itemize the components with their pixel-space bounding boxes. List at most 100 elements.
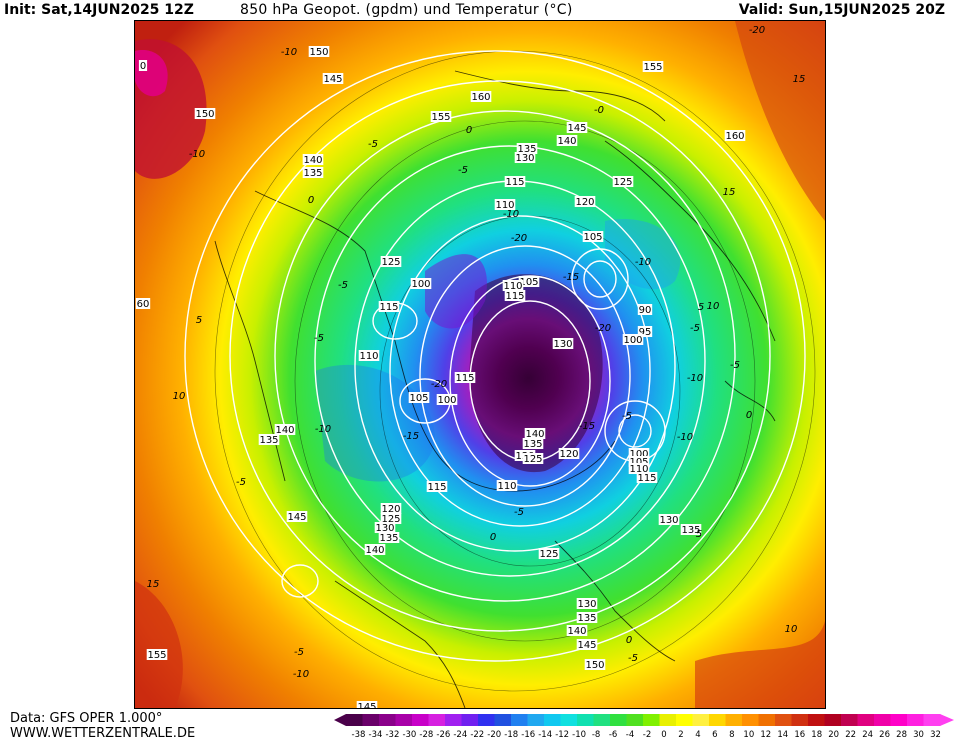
temperature-label: -5 (690, 323, 700, 334)
temperature-label: -10 (189, 149, 205, 160)
color-scale-tick-label: 28 (896, 730, 907, 740)
svg-text:-5: -5 (730, 360, 740, 371)
temperature-label: 15 (723, 187, 736, 198)
svg-text:0: 0 (746, 410, 752, 421)
geopotential-label: 130 (374, 522, 396, 534)
svg-text:125: 125 (381, 514, 400, 525)
color-scale-tick-label: -28 (419, 730, 433, 740)
geopotential-label: 0 (138, 60, 148, 72)
geopotential-label: 115 (426, 481, 448, 493)
geopotential-label: 115 (454, 372, 476, 384)
color-scale-tick-label: 16 (794, 730, 805, 740)
geopotential-label: 140 (364, 544, 386, 556)
svg-text:150: 150 (309, 47, 328, 58)
geopotential-label: 125 (612, 176, 634, 188)
geopotential-label: 110 (494, 199, 516, 211)
svg-text:120: 120 (575, 197, 594, 208)
geopotential-label: 150 (194, 108, 216, 120)
svg-text:-5: -5 (294, 647, 304, 658)
geopotential-label: 145 (566, 122, 588, 134)
svg-text:125: 125 (381, 257, 400, 268)
svg-text:130: 130 (515, 153, 534, 164)
geopotential-label: 135 (522, 438, 544, 450)
geopotential-label: 130 (658, 514, 680, 526)
svg-text:10: 10 (785, 624, 798, 635)
svg-text:-5: -5 (622, 411, 632, 422)
color-scale-tick-label: -6 (609, 730, 617, 740)
svg-text:15: 15 (723, 187, 736, 198)
geopotential-label: 135 (680, 524, 702, 536)
temperature-label: -5 (622, 411, 632, 422)
temperature-label: 5 (698, 302, 704, 313)
color-scale-tick-label: -2 (643, 730, 651, 740)
temperature-label: 15 (147, 579, 160, 590)
color-scale-swatch (445, 714, 462, 726)
color-scale-tick-label: -12 (555, 730, 569, 740)
color-scale-swatch (742, 714, 759, 726)
geopotential-label: 95 (637, 326, 653, 338)
svg-text:130: 130 (577, 599, 596, 610)
color-scale-swatch (725, 714, 743, 726)
geopotential-label: 135 (302, 167, 324, 179)
color-scale-tick-label: 14 (777, 730, 788, 740)
color-scale-swatch (412, 714, 429, 726)
color-scale-tick-label: -8 (592, 730, 600, 740)
svg-text:115: 115 (455, 373, 474, 384)
geopotential-label: 160 (470, 91, 492, 103)
temperature-label: -15 (563, 272, 579, 283)
color-scale-swatch (907, 714, 924, 726)
svg-text:115: 115 (505, 291, 524, 302)
color-scale-tick-label: 32 (930, 730, 941, 740)
temperature-label: -0 (594, 105, 604, 116)
svg-text:-20: -20 (431, 379, 447, 390)
svg-text:115: 115 (505, 177, 524, 188)
svg-text:60: 60 (137, 299, 150, 310)
svg-text:10: 10 (707, 301, 720, 312)
temperature-label: -10 (635, 257, 651, 268)
svg-text:145: 145 (577, 640, 596, 651)
color-scale-swatch (379, 714, 396, 726)
svg-text:150: 150 (195, 109, 214, 120)
temperature-label: -5 (368, 139, 378, 150)
scale-min-arrow (334, 714, 346, 726)
geopotential-label: 140 (274, 424, 296, 436)
color-scale: -38 -34 -32 -30 -28 -26 -24 -22 -20 -18 -16 -14 -12-… (334, 714, 954, 740)
svg-text:0: 0 (140, 61, 146, 72)
color-scale-tick-label: -4 (626, 730, 634, 740)
color-scale-tick-label: 22 (845, 730, 856, 740)
color-scale-swatch (758, 714, 776, 726)
svg-text:140: 140 (525, 429, 544, 440)
geopotential-label: 115 (636, 472, 658, 484)
geopotential-label: 135 (516, 143, 538, 155)
cold-lobe-south (315, 364, 435, 482)
temperature-label: -15 (579, 421, 595, 432)
temperature-label: -5 (730, 360, 740, 371)
temperature-label: -5 (514, 507, 524, 518)
temperature-label: 15 (793, 74, 806, 85)
svg-text:155: 155 (431, 112, 450, 123)
svg-text:135: 135 (523, 439, 542, 450)
svg-text:95: 95 (639, 327, 652, 338)
geopotential-label: 125 (380, 513, 402, 525)
color-scale-swatch (461, 714, 479, 726)
temperature-label: -10 (503, 209, 519, 220)
svg-text:140: 140 (557, 136, 576, 147)
svg-text:145: 145 (357, 702, 376, 708)
color-scale-swatch (841, 714, 858, 726)
svg-text:120: 120 (559, 449, 578, 460)
color-scale-swatch (775, 714, 792, 726)
color-scale-swatch (346, 714, 363, 726)
color-scale-swatch (692, 714, 710, 726)
svg-text:-20: -20 (749, 25, 765, 36)
color-scale-tick-label: -14 (538, 730, 552, 740)
temperature-label: -20 (749, 25, 765, 36)
geopotential-label: 100 (436, 394, 458, 406)
color-scale-swatch (593, 714, 611, 726)
color-scale-swatch (626, 714, 644, 726)
svg-text:125: 125 (523, 454, 542, 465)
geopotential-label: 130 (576, 598, 598, 610)
color-scale-swatch (890, 714, 908, 726)
svg-text:-10: -10 (293, 669, 309, 680)
svg-text:130: 130 (659, 515, 678, 526)
geopotential-label: 60 (135, 298, 151, 310)
